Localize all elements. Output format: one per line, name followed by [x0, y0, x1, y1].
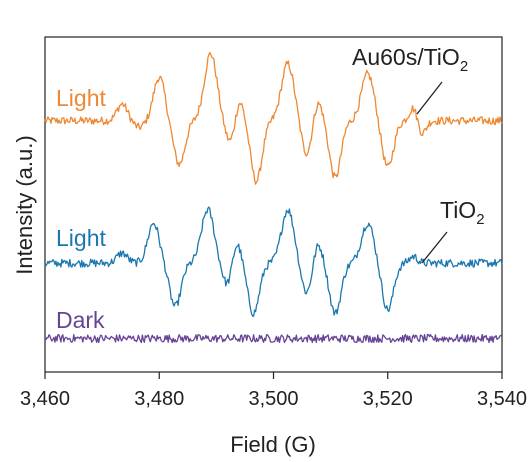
label-dark: Dark [56, 307, 105, 333]
x-ticks: 3,460 3,480 3,500 3,520 3,540 [20, 372, 527, 410]
series-line-0 [44, 51, 503, 185]
annotation-au60s-tio2-subscript: 2 [460, 58, 468, 75]
series-line-2 [44, 333, 503, 344]
plot-frame [44, 36, 503, 373]
label-light-au60s: Light [56, 85, 106, 111]
x-tick-label: 3,460 [20, 388, 70, 410]
x-tick-label: 3,480 [134, 388, 184, 410]
series-line-1 [44, 206, 503, 317]
annotation-au60s-tio2-main: Au60s/TiO [352, 44, 460, 70]
x-tick-label: 3,540 [477, 388, 527, 410]
annotation-tio2-leader [421, 231, 448, 264]
x-axis-label: Field (G) [230, 432, 316, 457]
series-layer [44, 51, 503, 344]
annotation-au60s-tio2: Au60s/TiO2 [352, 44, 468, 75]
label-light-tio2: Light [56, 225, 106, 251]
annotation-au60s-tio2-leader [416, 81, 443, 115]
y-axis-label: Intensity (a.u.) [12, 135, 37, 274]
x-tick-label: 3,500 [248, 388, 298, 410]
annotation-tio2-main: TiO [440, 197, 476, 223]
annotation-tio2: TiO2 [440, 197, 485, 228]
annotation-tio2-subscript: 2 [476, 211, 484, 228]
x-tick-label: 3,520 [363, 388, 413, 410]
